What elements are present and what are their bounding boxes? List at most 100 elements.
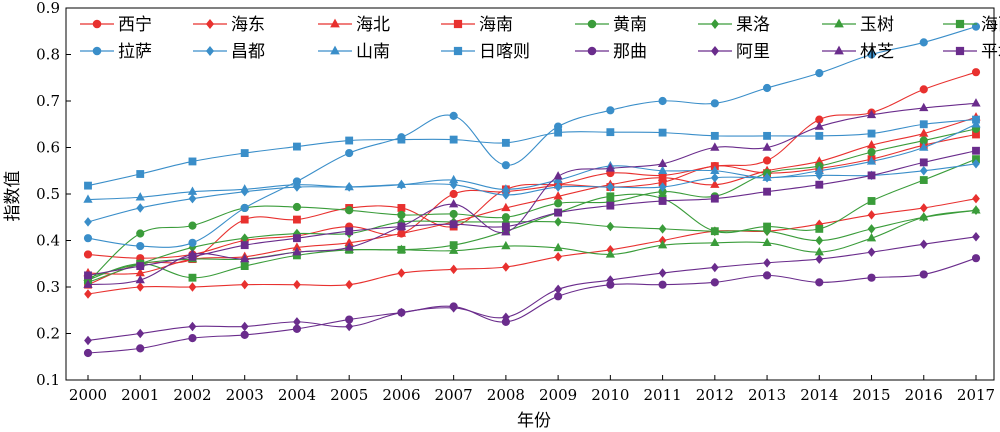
data-point bbox=[84, 271, 92, 280]
data-point bbox=[919, 176, 928, 184]
data-point bbox=[240, 262, 249, 270]
data-point bbox=[84, 181, 92, 190]
data-point bbox=[710, 99, 719, 108]
data-point bbox=[397, 245, 406, 254]
data-point bbox=[971, 98, 981, 107]
legend-item: 林芝 bbox=[822, 42, 894, 62]
data-point bbox=[449, 264, 458, 275]
legend-item: 海南 bbox=[441, 15, 513, 35]
data-point bbox=[83, 234, 93, 243]
x-tick-label: 2016 bbox=[905, 386, 943, 404]
data-point bbox=[136, 241, 145, 251]
data-point bbox=[554, 182, 563, 192]
data-point bbox=[136, 282, 145, 292]
legend-marker bbox=[710, 19, 720, 29]
data-point bbox=[83, 194, 93, 203]
data-point bbox=[606, 128, 615, 137]
legend: 西宁 海东 海北 海南 黄南 果洛 玉树 海西拉萨 昌都 山南 日喀则 那曲 阿里 林芝 平均值 bbox=[80, 15, 1000, 62]
x-tick-label: 2000 bbox=[69, 386, 107, 404]
legend-label: 平均值 bbox=[981, 42, 1000, 62]
data-point bbox=[866, 140, 877, 149]
data-point bbox=[866, 156, 877, 165]
data-point bbox=[136, 170, 145, 178]
data-point bbox=[293, 142, 301, 151]
x-tick-label: 2001 bbox=[121, 386, 159, 404]
data-point bbox=[710, 165, 720, 174]
data-point bbox=[867, 197, 876, 205]
legend-label: 海东 bbox=[231, 15, 265, 35]
data-point bbox=[971, 22, 981, 31]
x-tick-label: 2012 bbox=[696, 386, 734, 404]
legend-label: 日喀则 bbox=[479, 42, 530, 62]
series-line bbox=[87, 257, 977, 354]
y-tick-label: 0.8 bbox=[36, 46, 60, 64]
legend-label: 海南 bbox=[479, 15, 513, 35]
data-point bbox=[344, 242, 354, 251]
data-point bbox=[606, 275, 615, 285]
data-point bbox=[867, 148, 876, 157]
data-point bbox=[397, 222, 406, 231]
data-point bbox=[919, 166, 928, 176]
series-3 bbox=[84, 130, 980, 289]
data-point bbox=[501, 240, 511, 250]
data-point bbox=[606, 221, 615, 232]
data-point bbox=[972, 232, 980, 242]
data-point bbox=[188, 193, 197, 204]
legend-item: 阿里 bbox=[698, 42, 770, 62]
data-point bbox=[815, 180, 824, 189]
data-point bbox=[867, 129, 876, 138]
data-point bbox=[449, 199, 459, 208]
data-point bbox=[135, 274, 145, 284]
data-point bbox=[136, 203, 145, 213]
data-point bbox=[606, 106, 615, 115]
legend-item: 玉树 bbox=[822, 15, 894, 35]
data-point bbox=[658, 96, 667, 106]
x-tick-label: 2013 bbox=[748, 386, 786, 404]
data-point bbox=[657, 239, 668, 249]
data-point bbox=[501, 161, 510, 170]
data-point bbox=[345, 227, 354, 236]
data-point bbox=[240, 241, 249, 250]
legend-item: 日喀则 bbox=[441, 42, 530, 62]
data-point bbox=[449, 111, 458, 120]
data-point bbox=[919, 239, 928, 249]
data-point bbox=[658, 280, 667, 289]
x-tick-label: 2005 bbox=[330, 386, 368, 404]
data-point bbox=[240, 215, 249, 224]
data-point bbox=[972, 115, 980, 124]
series-line bbox=[87, 26, 977, 248]
data-point bbox=[867, 171, 876, 180]
legend-marker bbox=[92, 19, 102, 29]
legend-item: 那曲 bbox=[575, 42, 647, 62]
data-point bbox=[83, 348, 93, 358]
data-point bbox=[188, 252, 197, 261]
data-point bbox=[815, 224, 824, 233]
data-point bbox=[345, 206, 354, 215]
data-point bbox=[971, 119, 981, 128]
data-point bbox=[919, 142, 929, 151]
x-axis: 2000 2001 2002 2003 2004 2005 2006 2007 2008 2009… bbox=[69, 375, 995, 404]
data-point bbox=[972, 159, 980, 169]
series-line bbox=[87, 236, 977, 342]
data-point bbox=[83, 279, 93, 288]
data-point bbox=[293, 215, 301, 224]
data-point bbox=[919, 158, 928, 167]
data-point bbox=[919, 38, 928, 47]
legend-label: 林芝 bbox=[860, 42, 894, 62]
data-point bbox=[710, 227, 719, 236]
x-tick-label: 2006 bbox=[382, 386, 420, 404]
data-point bbox=[763, 187, 771, 196]
data-point bbox=[554, 284, 563, 295]
y-tick-label: 0.9 bbox=[36, 0, 60, 17]
data-point bbox=[919, 85, 928, 94]
data-point bbox=[815, 254, 824, 264]
legend-item: 拉萨 bbox=[80, 42, 152, 62]
data-point bbox=[762, 156, 772, 165]
data-point bbox=[188, 273, 197, 282]
data-point bbox=[240, 330, 249, 339]
legend-marker bbox=[205, 46, 215, 56]
data-point bbox=[501, 138, 510, 147]
legend-marker bbox=[92, 46, 102, 56]
legend-item: 海北 bbox=[318, 15, 390, 35]
legend-item: 昌都 bbox=[193, 42, 265, 62]
